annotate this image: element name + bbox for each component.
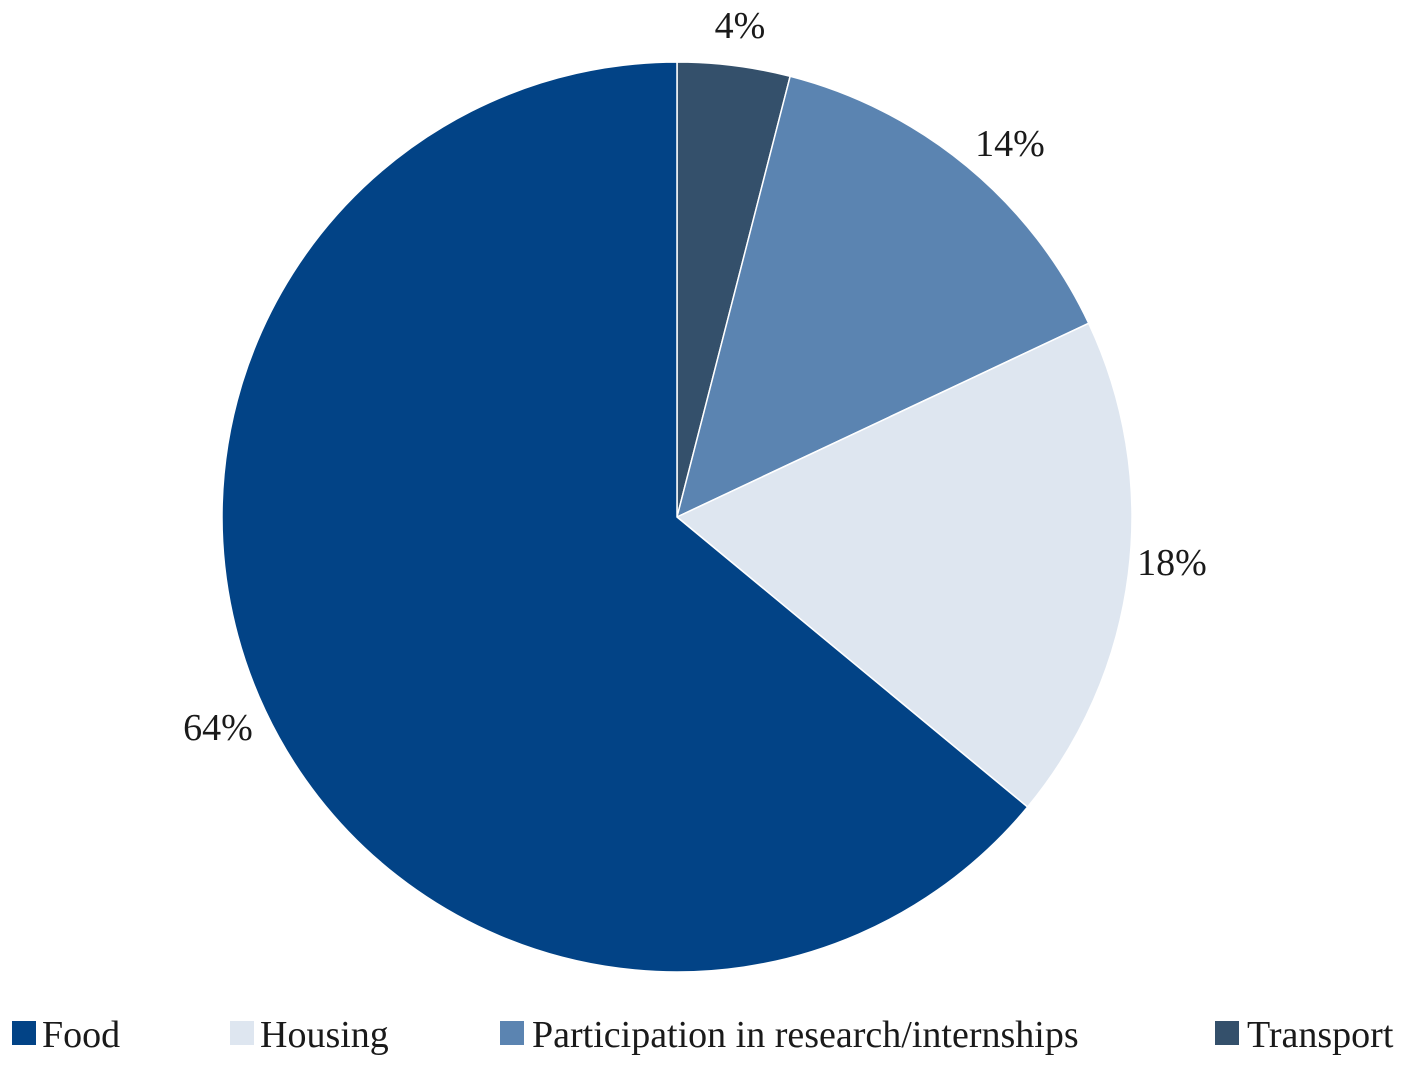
legend-label-food: Food: [42, 1014, 120, 1056]
legend-label-transport: Transport: [1247, 1014, 1394, 1056]
pie-label-housing: 18%: [1137, 542, 1207, 584]
pie-label-participation-in-research-internships: 14%: [975, 123, 1045, 165]
pie-label-transport: 4%: [715, 5, 766, 47]
pie-slice-housing: [675, 322, 1133, 809]
legend-label-participation: Participation in research/internships: [532, 1014, 1079, 1056]
pie-labels: 4% 14% 18% 64%: [183, 5, 1207, 749]
legend: Food Housing Participation in research/i…: [12, 1014, 1394, 1056]
pie-label-food: 64%: [183, 707, 253, 749]
legend-swatch-food: [12, 1021, 36, 1045]
legend-label-housing: Housing: [260, 1014, 389, 1056]
legend-swatch-participation: [500, 1021, 524, 1045]
pie-slices: [221, 61, 1133, 973]
pie-slice-participation-in-research-internships: [675, 75, 1090, 519]
legend-swatch-transport: [1215, 1021, 1239, 1045]
legend-swatch-housing: [230, 1021, 254, 1045]
pie-slice-food: [221, 61, 1029, 973]
